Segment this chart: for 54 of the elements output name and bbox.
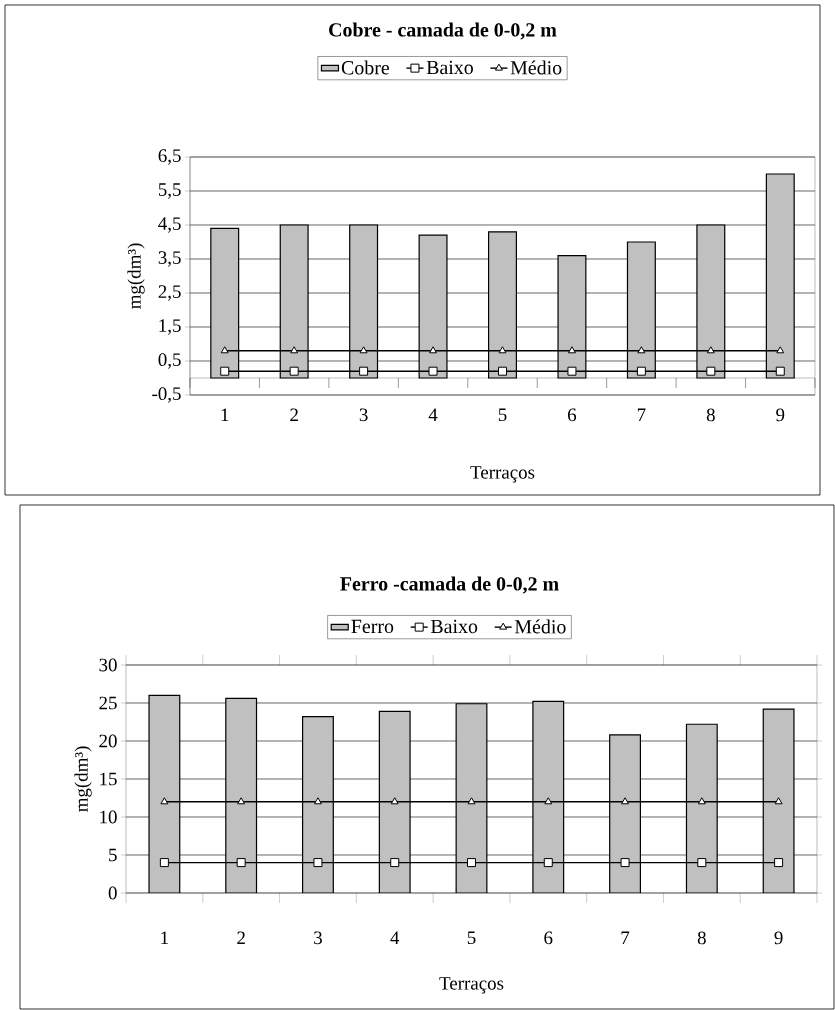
y-tick-label: 3,5: [158, 251, 181, 267]
y-tick-label: 6,5: [158, 149, 181, 165]
y-tick-label: 0: [108, 886, 117, 900]
bar: [685, 723, 718, 893]
x-tick-label: 6: [568, 408, 577, 422]
legend-label: Médio: [510, 60, 562, 75]
y-tick-label: 20: [99, 734, 117, 748]
legend-label: Cobre: [341, 60, 390, 75]
y-tick-label: 10: [100, 810, 117, 824]
bar: [225, 697, 258, 893]
bar: [148, 694, 181, 893]
y-tick-label: 0,5: [158, 353, 181, 369]
y-tick-label: -0,5: [152, 387, 181, 403]
x-tick-label: 9: [776, 408, 785, 422]
x-tick-label: 7: [621, 931, 630, 944]
x-tick-label: 3: [314, 931, 322, 945]
bar: [532, 700, 565, 893]
bar: [762, 708, 795, 893]
x-tick-label: 8: [706, 408, 715, 422]
x-tick-label: 3: [359, 408, 368, 422]
bar: [455, 703, 488, 893]
y-tick-label: 25: [99, 696, 117, 710]
chart-title: Cobre - camada de 0-0,2 m: [329, 22, 557, 40]
bar: [609, 734, 641, 893]
y-tick-label: 2,5: [158, 285, 181, 301]
x-tick-label: 5: [498, 408, 507, 422]
x-tick-label: 5: [467, 931, 476, 945]
legend-label: Médio: [514, 619, 566, 634]
x-tick-label: 2: [237, 931, 245, 945]
x-tick-label: 9: [774, 931, 783, 945]
y-tick-label: 5: [109, 848, 117, 862]
y-tick-label: 4,5: [158, 217, 181, 233]
x-tick-label: 4: [390, 931, 400, 944]
bar: [378, 710, 411, 893]
x-tick-label: 6: [544, 931, 553, 945]
x-tick-label: 7: [637, 408, 646, 421]
y-tick-label: 1,5: [159, 319, 181, 335]
x-axis-title: Terraços: [470, 466, 535, 483]
x-axis-title: Terraços: [439, 977, 504, 994]
y-tick-label: 30: [99, 658, 117, 672]
x-tick-label: 1: [221, 408, 229, 422]
y-tick-label: 5,5: [158, 183, 181, 199]
legend-label: Baixo: [426, 60, 473, 75]
y-axis-title: mg(dm³): [127, 243, 145, 309]
bar: [301, 716, 334, 893]
legend-label: Baixo: [430, 619, 478, 634]
x-tick-label: 1: [161, 931, 168, 945]
y-axis-title: mg(dm³): [74, 746, 92, 812]
x-tick-label: 8: [697, 931, 706, 945]
x-tick-label: 2: [290, 408, 298, 422]
legend-label: Ferro: [351, 619, 394, 634]
x-tick-label: 4: [428, 408, 438, 421]
chart-title: Ferro -camada de 0-0,2 m: [340, 576, 559, 594]
y-tick-label: 15: [100, 772, 117, 786]
